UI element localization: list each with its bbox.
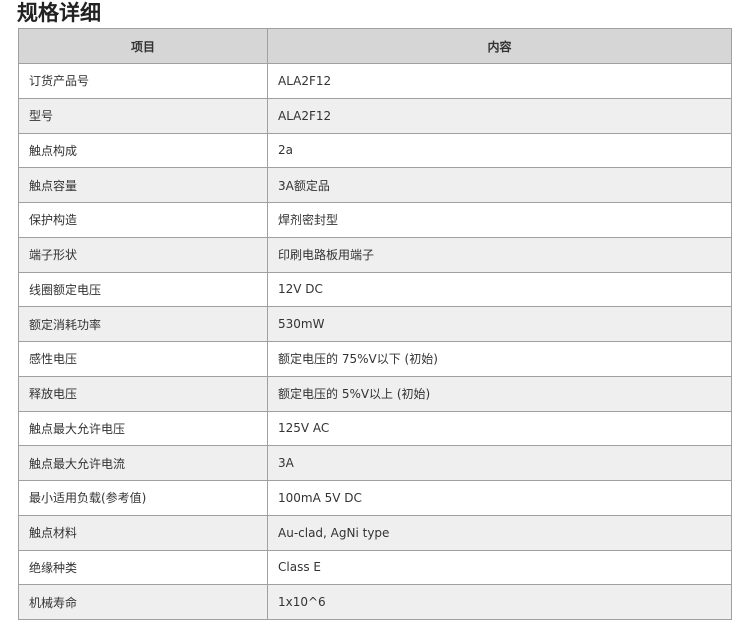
spec-name: 触点容量	[18, 167, 268, 203]
spec-name: 保护构造	[18, 202, 268, 238]
spec-name: 最小适用负载(参考值)	[18, 480, 268, 516]
spec-value: 2a	[267, 132, 732, 169]
spec-name: 感性电压	[18, 341, 268, 377]
page-title: 规格详细	[17, 1, 101, 25]
spec-value: 100mA 5V DC	[267, 480, 732, 516]
table-row: 绝缘种类 Class E	[18, 549, 732, 586]
spec-name: 释放电压	[18, 375, 268, 412]
spec-value: Au-clad, AgNi type	[267, 514, 732, 551]
spec-value: 额定电压的 75%V以下 (初始)	[267, 341, 732, 377]
spec-value: 1x10^6	[267, 584, 732, 620]
spec-value: 焊剂密封型	[267, 202, 732, 238]
table-row: 额定消耗功率 530mW	[18, 306, 732, 342]
spec-name: 触点最大允许电流	[18, 445, 268, 481]
table-row: 触点构成 2a	[18, 132, 732, 169]
spec-name: 线圈额定电压	[18, 271, 268, 308]
header-content: 内容	[267, 28, 732, 64]
spec-value: 3A	[267, 445, 732, 481]
table-header-row: 项目 内容	[18, 28, 732, 64]
table-row: 感性电压 额定电压的 75%V以下 (初始)	[18, 341, 732, 377]
table-row: 触点最大允许电流 3A	[18, 445, 732, 481]
table-row: 最小适用负载(参考值) 100mA 5V DC	[18, 480, 732, 516]
spec-value: 额定电压的 5%V以上 (初始)	[267, 375, 732, 412]
table-row: 订货产品号 ALA2F12	[18, 63, 732, 99]
spec-name: 触点材料	[18, 514, 268, 551]
header-item: 项目	[18, 28, 268, 64]
table-row: 保护构造 焊剂密封型	[18, 202, 732, 238]
spec-value: 530mW	[267, 306, 732, 342]
spec-name: 机械寿命	[18, 584, 268, 620]
spec-name: 订货产品号	[18, 63, 268, 99]
table-row: 型号 ALA2F12	[18, 97, 732, 134]
spec-value: 12V DC	[267, 271, 732, 308]
table-row: 触点材料 Au-clad, AgNi type	[18, 514, 732, 551]
spec-name: 触点构成	[18, 132, 268, 169]
spec-name: 型号	[18, 97, 268, 134]
table-row: 触点最大允许电压 125V AC	[18, 410, 732, 447]
table-row: 释放电压 额定电压的 5%V以上 (初始)	[18, 375, 732, 412]
spec-value: 125V AC	[267, 410, 732, 447]
spec-name: 额定消耗功率	[18, 306, 268, 342]
spec-value: 印刷电路板用端子	[267, 236, 732, 273]
spec-value: ALA2F12	[267, 63, 732, 99]
table-row: 触点容量 3A额定品	[18, 167, 732, 203]
spec-table: 项目 内容 订货产品号 ALA2F12 型号 ALA2F12 触点构成 2a 触点容量 3A额…	[18, 28, 732, 620]
spec-value: Class E	[267, 549, 732, 586]
spec-name: 绝缘种类	[18, 549, 268, 586]
table-row: 线圈额定电压 12V DC	[18, 271, 732, 308]
spec-name: 端子形状	[18, 236, 268, 273]
spec-value: ALA2F12	[267, 97, 732, 134]
table-row: 端子形状 印刷电路板用端子	[18, 236, 732, 273]
spec-value: 3A额定品	[267, 167, 732, 203]
table-row: 机械寿命 1x10^6	[18, 584, 732, 620]
spec-name: 触点最大允许电压	[18, 410, 268, 447]
